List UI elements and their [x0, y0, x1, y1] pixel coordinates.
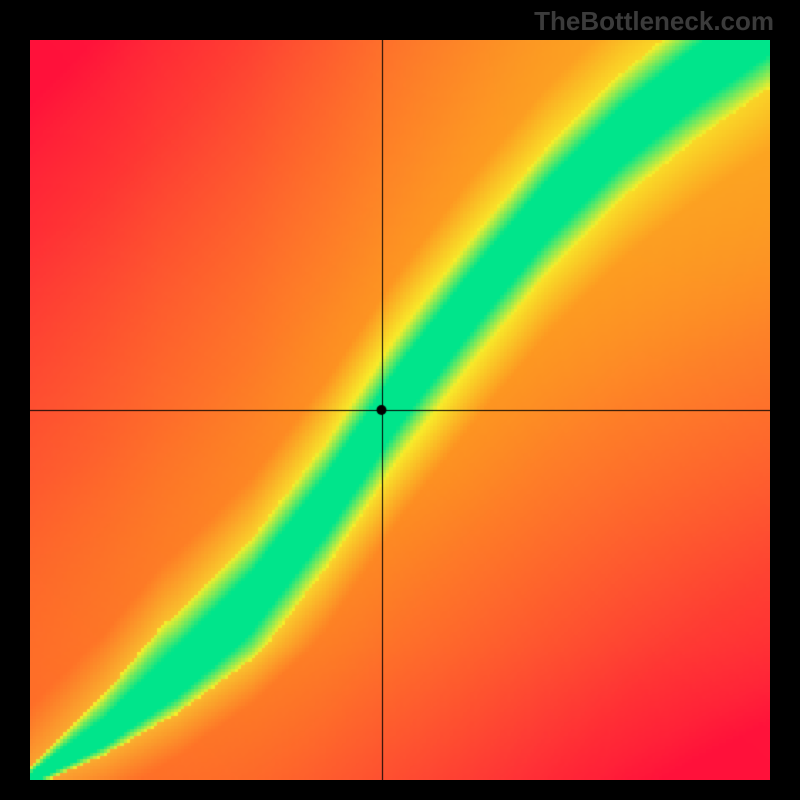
watermark-text: TheBottleneck.com [534, 6, 774, 37]
bottleneck-heatmap [30, 40, 770, 780]
chart-container: TheBottleneck.com [0, 0, 800, 800]
